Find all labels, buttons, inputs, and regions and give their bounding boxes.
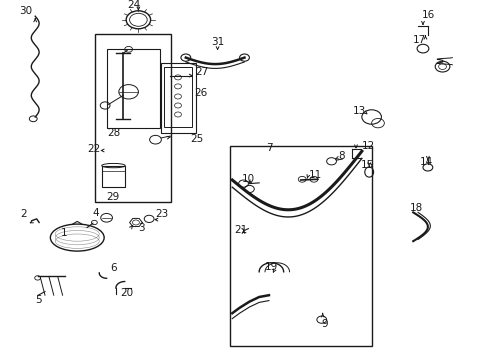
Text: 25: 25 <box>190 134 203 144</box>
Bar <box>106 49 160 128</box>
Text: 1: 1 <box>61 228 68 238</box>
Text: 14: 14 <box>419 157 432 167</box>
Bar <box>161 63 195 133</box>
Text: 12: 12 <box>361 141 374 151</box>
Text: 22: 22 <box>87 144 100 154</box>
Text: 23: 23 <box>155 209 168 219</box>
Text: 3: 3 <box>138 222 144 233</box>
Text: 7: 7 <box>266 143 273 153</box>
Bar <box>163 67 192 127</box>
Text: 27: 27 <box>195 67 208 77</box>
Text: 8: 8 <box>338 150 345 161</box>
Text: 13: 13 <box>352 106 366 116</box>
Text: 11: 11 <box>308 170 322 180</box>
Text: 30: 30 <box>20 6 33 16</box>
Text: 20: 20 <box>120 288 133 298</box>
Bar <box>102 166 125 187</box>
Text: 19: 19 <box>264 262 278 272</box>
Text: 4: 4 <box>93 208 100 218</box>
Text: 18: 18 <box>409 203 422 213</box>
Text: 10: 10 <box>242 174 255 184</box>
Text: 16: 16 <box>421 10 434 21</box>
Text: 26: 26 <box>194 88 207 98</box>
Text: 21: 21 <box>234 225 247 235</box>
Bar <box>95 34 171 202</box>
Text: 29: 29 <box>106 192 120 202</box>
Text: 31: 31 <box>211 37 224 48</box>
Text: 28: 28 <box>107 128 121 138</box>
Text: 9: 9 <box>321 319 328 329</box>
Text: 2: 2 <box>20 209 27 219</box>
Bar <box>229 146 371 346</box>
Text: 24: 24 <box>127 0 140 10</box>
Text: 17: 17 <box>412 35 426 45</box>
Text: 6: 6 <box>110 263 117 273</box>
Text: 15: 15 <box>360 160 373 170</box>
Text: 5: 5 <box>35 294 42 305</box>
